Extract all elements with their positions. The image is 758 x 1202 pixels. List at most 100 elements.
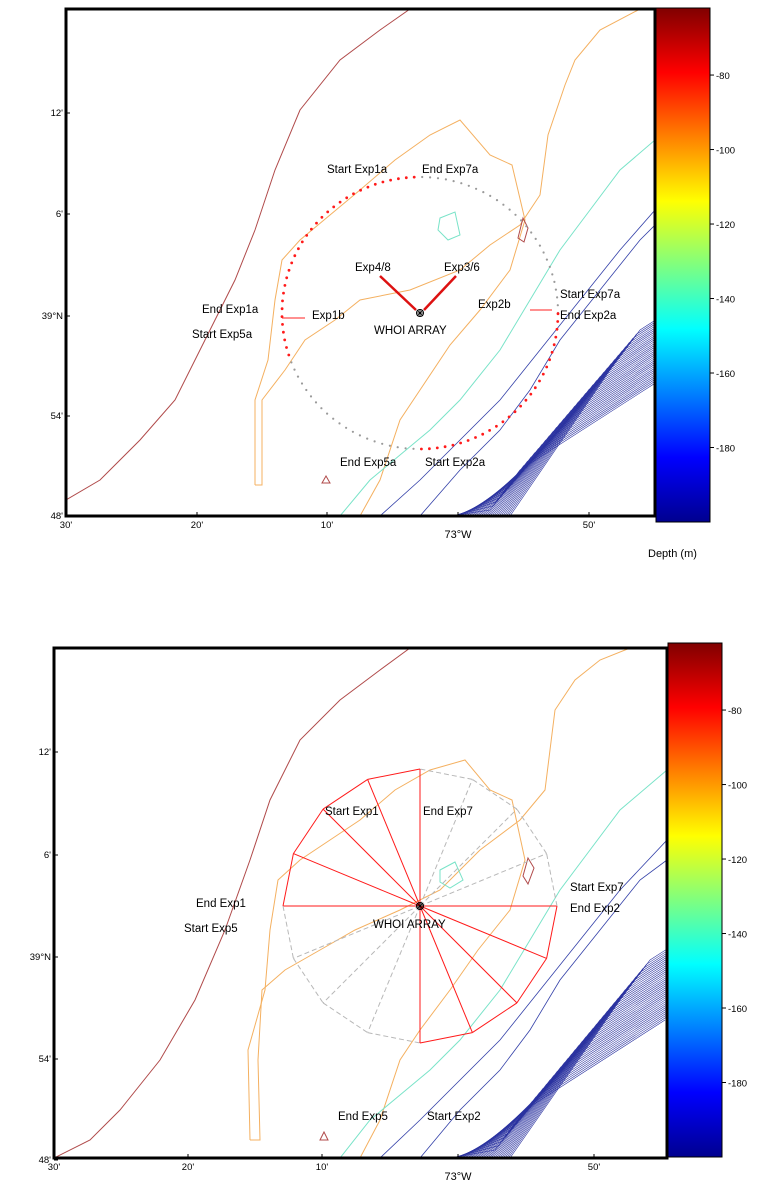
deep-contour-line <box>487 342 655 516</box>
contour-brown-small <box>321 216 529 484</box>
y-tick-label: 12' <box>39 747 52 758</box>
x-tick-label: 50' <box>588 1162 601 1173</box>
track-dot <box>428 447 431 451</box>
track-dot <box>290 261 294 265</box>
track-dot <box>332 417 335 420</box>
array-marker-bottom <box>416 902 424 910</box>
track-spoke <box>419 779 473 907</box>
track-dot <box>538 379 541 383</box>
x-tick-label: 30' <box>60 520 73 531</box>
track-spoke <box>419 808 518 907</box>
track-dot <box>310 227 313 231</box>
track-dot <box>436 177 440 180</box>
bathymetry-contours-bottom <box>54 648 667 1158</box>
label-start-exp2a: Start Exp2a <box>425 457 486 469</box>
deep-contour-line <box>458 373 655 516</box>
contour-cyan-small <box>437 211 461 241</box>
track-dot <box>290 361 293 364</box>
label-exp2b: Exp2b <box>478 299 511 311</box>
track-dot <box>556 304 559 307</box>
deep-contour-line <box>449 1019 666 1158</box>
track-dot <box>556 312 560 316</box>
label-end-exp1a: End Exp1a <box>202 304 259 316</box>
deep-contour-line <box>455 1012 667 1158</box>
track-dot <box>309 395 313 398</box>
track-edge <box>367 768 421 780</box>
label-whoi-array-bottom: WHOI ARRAY <box>373 919 446 931</box>
deep-contour-line <box>480 350 655 516</box>
track-dot <box>451 443 455 447</box>
track-dot <box>519 404 522 408</box>
track-dot <box>373 182 377 186</box>
track-dot <box>556 320 560 323</box>
label-whoi-array-top: WHOI ARRAY <box>374 325 447 337</box>
track-dot <box>283 284 287 287</box>
y-tick-label: 48' <box>51 511 64 522</box>
track-dot <box>296 375 300 378</box>
colorbar-bottom <box>667 642 723 1158</box>
track-edge <box>472 1002 518 1034</box>
deep-contour-line <box>502 327 655 516</box>
track-dot <box>420 447 423 451</box>
track-circle-top <box>280 175 560 451</box>
y-tick-label: 54' <box>39 1054 52 1065</box>
deep-contour-line <box>493 337 655 516</box>
label-exp4-8: Exp4/8 <box>355 262 391 274</box>
track-dot <box>466 439 470 442</box>
track-dot <box>345 196 349 200</box>
label-start-exp7: Start Exp7 <box>570 882 624 894</box>
track-spoke <box>293 853 421 907</box>
track-dot <box>345 426 348 429</box>
colorbar-label: Depth (m) <box>648 548 697 560</box>
track-dot <box>281 323 284 326</box>
track-edge <box>282 905 294 959</box>
x-tick-label: 30' <box>48 1162 61 1173</box>
track-edge <box>516 958 548 1004</box>
track-dot <box>513 410 517 414</box>
x-tick-label: 20' <box>182 1162 195 1173</box>
track-dot <box>541 372 545 376</box>
y-tick-label: 54' <box>51 411 64 422</box>
track-dot <box>520 219 523 222</box>
map-frame-top <box>64 7 657 518</box>
label-start-exp5: Start Exp5 <box>184 923 238 935</box>
track-dot <box>501 420 505 424</box>
track-dot <box>285 276 289 280</box>
track-dot <box>297 247 300 251</box>
track-dot <box>489 194 492 197</box>
track-spoke <box>367 779 421 907</box>
contour-cyan-small-b <box>439 861 464 889</box>
deep-contour-line <box>509 948 667 1158</box>
deep-contour-line <box>486 344 655 516</box>
contour-orange-2 <box>254 119 526 516</box>
label-end-exp1: End Exp1 <box>196 898 246 910</box>
track-dot <box>475 187 478 190</box>
track-dot <box>326 210 330 214</box>
colorbar-top <box>655 7 711 523</box>
track-dot <box>320 407 323 410</box>
x-ticks-top: 30' 20' 10' 73°W 50' <box>60 512 595 541</box>
track-edge <box>546 853 558 907</box>
colorbar-ticks-bottom: -80 -100 -120 -140 -160 -180 <box>722 706 747 1090</box>
deep-contour-line <box>451 1016 667 1158</box>
contour-orange-b2 <box>247 759 526 1158</box>
colorbar-tick-label: -100 <box>728 781 747 792</box>
colorbar-tick-label: -140 <box>716 295 735 306</box>
label-end-exp7a: End Exp7a <box>422 164 479 176</box>
track-dot <box>397 177 400 181</box>
colorbar-tick-label: -180 <box>728 1079 747 1090</box>
contour-blue-b1 <box>379 839 667 1158</box>
track-dot <box>300 382 304 385</box>
track-dot <box>460 182 463 185</box>
y-ticks-top: 12' 6' 39°N 54' 48' <box>42 108 70 522</box>
track-dot <box>488 429 491 432</box>
track-dot <box>435 446 439 450</box>
track-dot <box>338 200 342 204</box>
track-dot <box>293 368 296 371</box>
track-dot <box>538 244 542 247</box>
track-dot <box>550 350 554 354</box>
colorbar-tick-label: -140 <box>728 930 747 941</box>
track-dot <box>281 299 284 303</box>
track-dot <box>315 221 318 225</box>
